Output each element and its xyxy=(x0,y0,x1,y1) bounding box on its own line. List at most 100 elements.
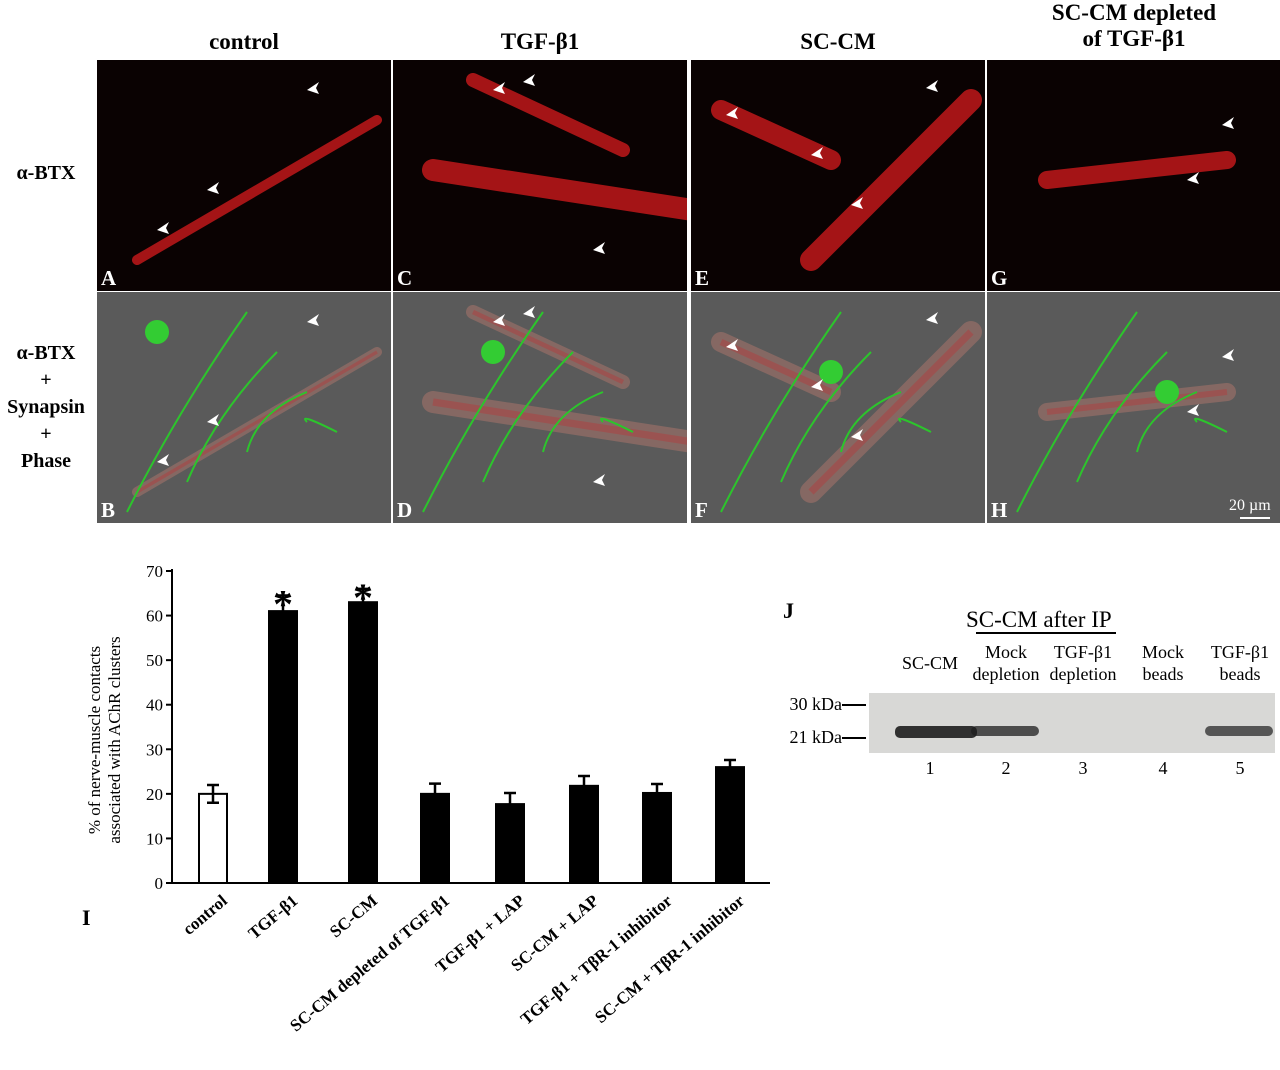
micrograph-panel: A xyxy=(97,60,391,291)
panel-letter-j: J xyxy=(783,598,794,623)
arrowhead-icon xyxy=(851,429,863,441)
nerve-fiber xyxy=(780,351,872,483)
nerve-fiber xyxy=(246,391,308,453)
arrowhead-icon xyxy=(523,306,535,318)
protein-band xyxy=(895,726,977,738)
panel-letter: G xyxy=(991,266,1008,290)
arrowhead-icon xyxy=(493,82,505,94)
arrowhead-icon xyxy=(157,222,169,234)
achr-stain xyxy=(136,350,378,494)
micrograph-panel: G xyxy=(987,60,1280,291)
nerve-fiber xyxy=(1194,417,1228,433)
protein-band xyxy=(1205,726,1273,736)
row-header-line: Phase xyxy=(21,450,71,472)
error-bar xyxy=(277,594,289,628)
arrowhead-icon xyxy=(523,74,535,86)
y-tick-label: 50 xyxy=(146,651,163,670)
marker-tick xyxy=(842,737,866,739)
arrowhead-icon xyxy=(307,314,319,326)
nerve-fiber xyxy=(1016,311,1138,513)
arrowhead-icon xyxy=(1222,117,1234,129)
lane-label: Mock beads xyxy=(1103,641,1223,685)
panel-letter: F xyxy=(695,498,708,522)
y-tick-label: 30 xyxy=(146,740,163,759)
bar-chart: 0 10 20 30 40 50 60 70 % of nerve-muscle contact… xyxy=(0,540,780,1065)
neuron-soma xyxy=(145,320,169,344)
arrowhead-icon xyxy=(811,147,823,159)
nerve-fiber xyxy=(898,417,932,433)
lane-label-line: beads xyxy=(1219,664,1261,684)
arrowhead-icon xyxy=(157,454,169,466)
lane-label-line: beads xyxy=(1142,664,1184,684)
nerve-fiber xyxy=(186,351,278,483)
row-header-line: + xyxy=(40,369,52,391)
nerve-fiber xyxy=(840,391,902,453)
nerve-fiber xyxy=(1076,351,1168,483)
nerve-fiber xyxy=(304,417,338,433)
y-tick-label: 60 xyxy=(146,607,163,626)
lane-label-line: depletion xyxy=(1049,664,1117,684)
lane-label-line: TGF-β1 xyxy=(1210,642,1270,662)
achr-stain xyxy=(1046,389,1228,415)
gel xyxy=(869,693,1275,753)
error-bar xyxy=(207,783,219,805)
nerve-fiber xyxy=(600,417,634,433)
y-axis-label: % of nerve-muscle contactsassociated wit… xyxy=(85,636,124,843)
scale-bar-label: 20 µm xyxy=(1229,497,1271,514)
lane-label-line: SC-CM xyxy=(901,653,959,673)
error-bar xyxy=(504,791,516,817)
lane-label: SC-CM xyxy=(870,652,990,674)
bar xyxy=(569,784,599,884)
scale-bar xyxy=(1240,517,1270,519)
column-header: SC-CM xyxy=(800,29,876,54)
bar-chart-svg: 0 10 20 30 40 50 60 70 % of nerve-muscle contact… xyxy=(85,562,770,893)
error-bar xyxy=(724,758,736,776)
bar xyxy=(348,601,378,884)
lane-label: TGF-β1 beads xyxy=(1180,641,1280,685)
arrowhead-icon xyxy=(926,312,938,324)
nerve-fiber xyxy=(542,391,604,453)
micrograph-panel: H xyxy=(987,292,1280,523)
neuron-soma xyxy=(1155,380,1179,404)
y-tick-label: 40 xyxy=(146,696,163,715)
nerve-fiber xyxy=(126,311,248,513)
achr-stain xyxy=(719,338,833,396)
arrowhead-icon xyxy=(493,314,505,326)
panel-letter: C xyxy=(397,266,413,290)
bar xyxy=(268,610,298,884)
lane-number: 5 xyxy=(1235,758,1245,778)
arrowhead-icon xyxy=(207,414,219,426)
lane-label-line: TGF-β1 xyxy=(1053,642,1113,662)
panel-letter: H xyxy=(991,498,1008,522)
arrowhead-icon xyxy=(926,80,938,92)
neuron-soma xyxy=(481,340,505,364)
error-bar xyxy=(651,782,663,804)
panel-letter: D xyxy=(397,498,413,522)
row-header-line: + xyxy=(40,423,52,445)
lane-label: Mock depletion xyxy=(946,641,1066,685)
error-bar xyxy=(429,782,441,806)
marker-tick xyxy=(842,704,866,706)
panel-letter: B xyxy=(101,498,116,522)
micrograph-panel: E xyxy=(691,60,985,291)
panel-letter: A xyxy=(101,266,117,290)
lane-label-line: Mock xyxy=(985,642,1027,662)
bar xyxy=(642,791,672,884)
y-tick-label: 70 xyxy=(146,562,163,581)
arrowhead-icon xyxy=(1187,172,1199,184)
error-bar xyxy=(357,587,369,617)
lane-number: 1 xyxy=(925,758,935,778)
row-header-line: α-BTX xyxy=(16,342,76,364)
arrowhead-icon xyxy=(307,82,319,94)
protein-band xyxy=(971,726,1039,737)
lane-number: 3 xyxy=(1078,758,1088,778)
muscle-cell xyxy=(132,115,382,265)
micrograph-panel: B xyxy=(97,292,391,523)
muscle-cell xyxy=(711,100,841,170)
panel-background xyxy=(691,60,985,291)
arrowhead-icon xyxy=(1222,349,1234,361)
significance-asterisk: * xyxy=(273,582,293,627)
panel-letter: E xyxy=(695,266,710,290)
muscle-cell xyxy=(800,89,982,271)
micrograph-panel: C xyxy=(393,60,687,291)
